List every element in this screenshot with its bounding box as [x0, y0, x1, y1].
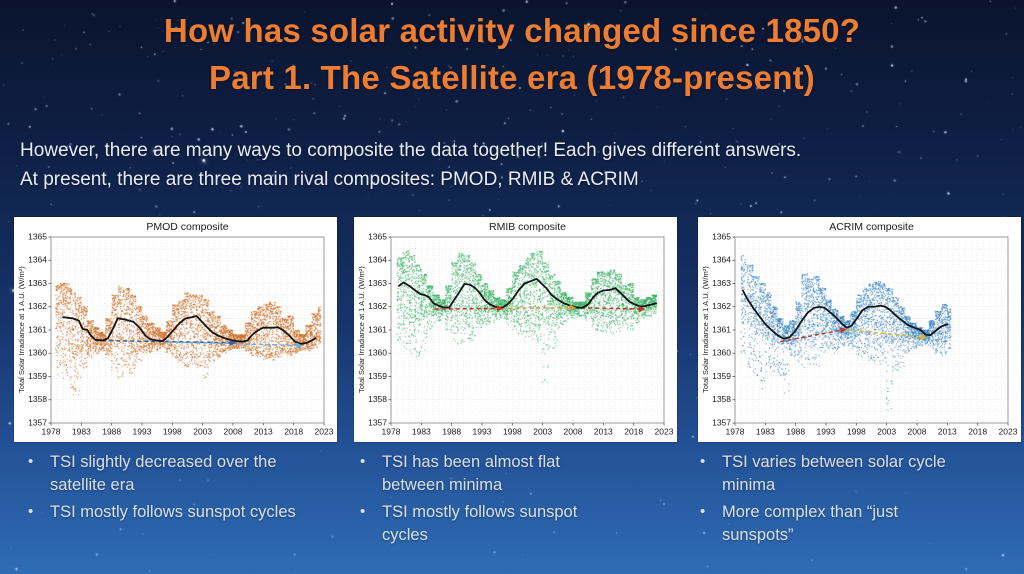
acrim-chart-canvas	[698, 217, 1021, 442]
rmib-y-axis-label: Total Solar Irradiance at 1 A.U. (W/m²)	[357, 266, 366, 394]
bullet-column-pmod: • TSI slightly decreased over the satelli…	[28, 451, 313, 527]
rmib-chart-title: RMIB composite	[488, 221, 567, 233]
title-block: How has solar activity changed since 185…	[0, 8, 1024, 102]
bullet-text: TSI mostly follows sunspot cycles	[50, 502, 296, 521]
bullet-dot: •	[360, 453, 366, 470]
page-title-line1: How has solar activity changed since 185…	[163, 12, 861, 49]
bullet-dot: •	[28, 502, 34, 520]
bullet-dot: •	[28, 453, 34, 470]
bullet-column-acrim: • TSI varies between solar cycle minima • M…	[700, 451, 958, 551]
chart-panel-rmib: RMIB composite Total Solar Irradiance at…	[354, 217, 677, 442]
bullet-text: TSI varies between solar cycle minima	[722, 453, 946, 495]
chart-panel-acrim: ACRIM composite Total Solar Irradiance a…	[698, 217, 1021, 442]
page-title-line2: Part 1. The Satellite era (1978-present)	[209, 58, 815, 96]
intro-text: However, there are many ways to composit…	[20, 137, 1010, 194]
acrim-y-axis-label: Total Solar Irradiance at 1 A.U. (W/m²)	[701, 266, 710, 394]
pmod-y-axis-label: Total Solar Irradiance at 1 A.U. (W/m²)	[17, 266, 26, 394]
rmib-chart-canvas	[354, 217, 677, 442]
bullet-text: TSI mostly follows sunspot cycles	[382, 502, 578, 545]
bullet-text: TSI slightly decreased over the satellit…	[50, 453, 277, 495]
intro-line1: However, there are many ways to composit…	[20, 140, 802, 161]
bullet-item: • TSI slightly decreased over the satelli…	[28, 451, 313, 498]
bullet-column-rmib: • TSI has been almost flat between minima…	[360, 451, 588, 551]
bullet-dot: •	[700, 453, 706, 470]
chart-panel-pmod: PMOD composite Total Solar Irradiance at…	[14, 217, 337, 442]
pmod-chart-canvas	[14, 217, 337, 442]
bullet-text: TSI has been almost flat between minima	[382, 453, 560, 495]
bullet-item: • TSI has been almost flat between minima	[360, 451, 588, 498]
acrim-chart-title: ACRIM composite	[829, 221, 914, 233]
intro-line2: At present, there are three main rival c…	[20, 168, 639, 190]
bullet-dot: •	[360, 502, 366, 520]
bullet-text: More complex than “just sunspots”	[722, 502, 899, 545]
bullet-item: • TSI mostly follows sunspot cycles	[360, 501, 588, 548]
bullet-item: • TSI varies between solar cycle minima	[700, 451, 958, 498]
bullet-dot: •	[700, 502, 706, 520]
pmod-chart-title: PMOD composite	[146, 221, 229, 233]
bullet-item: • TSI mostly follows sunspot cycles	[28, 501, 313, 524]
bullet-item: • More complex than “just sunspots”	[700, 501, 958, 548]
